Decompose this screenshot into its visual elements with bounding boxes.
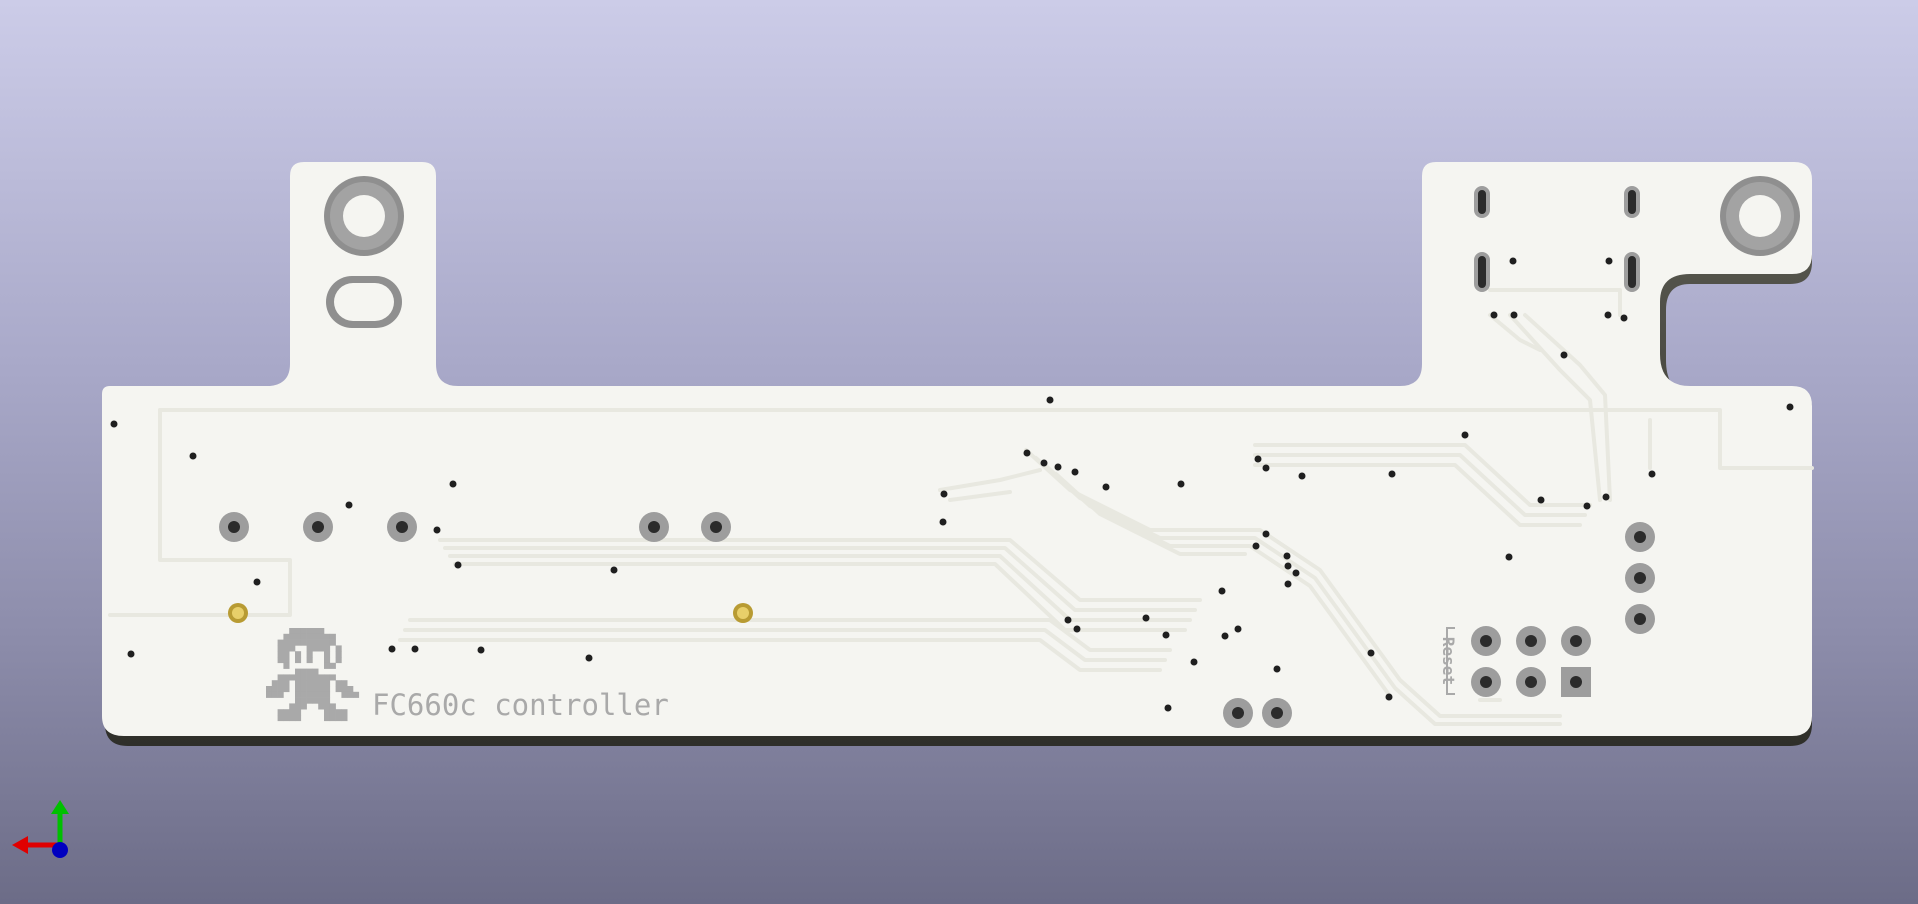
via [1064, 616, 1072, 624]
x-axis-arrow-icon [12, 836, 28, 854]
vias [110, 257, 1794, 712]
pad [1223, 698, 1253, 728]
via [1023, 449, 1031, 457]
mounting-hole-left [324, 176, 404, 256]
pad [1625, 604, 1655, 634]
via [940, 490, 948, 498]
via [1190, 658, 1198, 666]
pcb-board [102, 162, 1812, 736]
via [1461, 431, 1469, 439]
via [1620, 314, 1628, 322]
via [1234, 625, 1242, 633]
slot-hole-left [326, 276, 402, 328]
via [1046, 396, 1054, 404]
via [127, 650, 135, 658]
through-hole-pads [219, 512, 1655, 728]
via [1102, 483, 1110, 491]
pad [1471, 667, 1501, 697]
via [1605, 257, 1613, 265]
pad [1561, 626, 1591, 656]
via [1218, 587, 1226, 595]
pad [219, 512, 249, 542]
via [454, 561, 462, 569]
via [1509, 257, 1517, 265]
megaman-sprite-icon [266, 628, 360, 722]
via [1490, 311, 1498, 319]
via [610, 566, 618, 574]
via [411, 645, 419, 653]
pad [303, 512, 333, 542]
via [1284, 580, 1292, 588]
via [1367, 649, 1375, 657]
via [388, 645, 396, 653]
pad [1625, 522, 1655, 552]
via [1602, 493, 1610, 501]
via [449, 480, 457, 488]
pad [1516, 667, 1546, 697]
via [1177, 480, 1185, 488]
pad [639, 512, 669, 542]
via [1162, 631, 1170, 639]
via [1164, 704, 1172, 712]
via [1071, 468, 1079, 476]
pad [1516, 626, 1546, 656]
reset-silkscreen: Reset [1439, 627, 1458, 695]
pad [1471, 626, 1501, 656]
via [433, 526, 441, 534]
via [1510, 311, 1518, 319]
usb-connector-slots [1474, 186, 1640, 292]
via [1505, 553, 1513, 561]
y-axis-arrow-icon [51, 800, 69, 814]
via [345, 501, 353, 509]
mounting-hole-right [1720, 176, 1800, 256]
via [1583, 502, 1591, 510]
via [1604, 311, 1612, 319]
reset-label: Reset [1439, 637, 1458, 685]
via [1537, 496, 1545, 504]
via [1073, 625, 1081, 633]
via [1262, 530, 1270, 538]
via [1254, 455, 1262, 463]
via [1648, 470, 1656, 478]
via [1221, 632, 1229, 640]
via [1142, 614, 1150, 622]
via [1786, 403, 1794, 411]
pad [1262, 698, 1292, 728]
board-label: FC660c controller [372, 688, 669, 722]
via [110, 420, 118, 428]
via [939, 518, 947, 526]
via [1560, 351, 1568, 359]
pad [701, 512, 731, 542]
pad [1625, 563, 1655, 593]
pad [387, 512, 417, 542]
via [1284, 562, 1292, 570]
via [1273, 665, 1281, 673]
via [1292, 569, 1300, 577]
z-axis-icon [52, 842, 68, 858]
via [585, 654, 593, 662]
via [1298, 472, 1306, 480]
via [1054, 463, 1062, 471]
via [189, 452, 197, 460]
pad-square [1561, 667, 1591, 697]
axes-gizmo[interactable] [12, 800, 69, 858]
via [1262, 464, 1270, 472]
via [1385, 693, 1393, 701]
via [1388, 470, 1396, 478]
gold-test-pads [228, 603, 753, 623]
via [1252, 542, 1260, 550]
via [477, 646, 485, 654]
via [1040, 459, 1048, 467]
via [1283, 552, 1291, 560]
via [253, 578, 261, 586]
